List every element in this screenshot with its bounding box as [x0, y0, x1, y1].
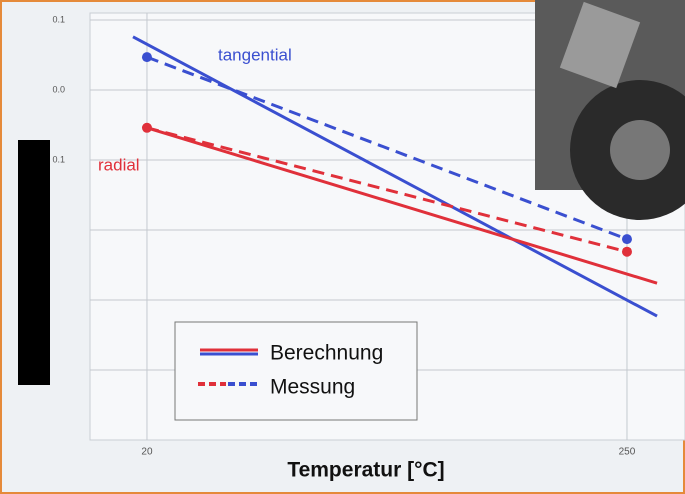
point — [621, 246, 632, 257]
photo-detail — [610, 120, 670, 180]
x-axis-label: Temperatur [°C] — [287, 459, 444, 482]
y-tick-label: 0.1 — [52, 154, 65, 164]
redaction — [18, 140, 50, 385]
x-tick-label: 20 — [141, 447, 153, 458]
y-tick-label: 0.1 — [52, 14, 65, 24]
y-tick-label: 0.0 — [52, 84, 65, 94]
annotation: radial — [98, 155, 140, 174]
point — [141, 122, 152, 133]
legend — [174, 321, 418, 421]
photo-detail — [559, 1, 641, 89]
legend-label: Messung — [270, 376, 355, 399]
x-tick-label: 250 — [619, 447, 636, 458]
legend-label: Berechnung — [270, 342, 383, 365]
series-line — [146, 55, 628, 241]
series-line — [146, 126, 628, 254]
annotation: tangential — [218, 45, 292, 64]
series-line — [146, 126, 658, 285]
point — [621, 234, 632, 245]
point — [141, 52, 152, 63]
